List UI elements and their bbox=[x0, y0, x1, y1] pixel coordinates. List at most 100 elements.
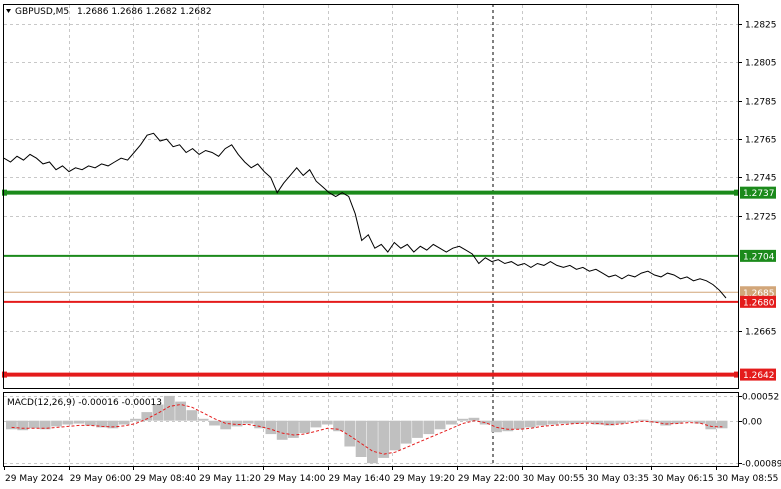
price-line bbox=[3, 132, 727, 299]
y-tick-label: 1.2725 bbox=[745, 213, 777, 223]
level-handle bbox=[734, 371, 739, 378]
macd-bar bbox=[536, 420, 547, 426]
x-tick-label: 29 May 19:20 bbox=[393, 474, 455, 484]
macd-bar bbox=[446, 420, 457, 425]
macd-y-tick-label: -0.00089 bbox=[742, 460, 781, 470]
macd-bar bbox=[51, 420, 62, 427]
macd-bar bbox=[513, 420, 525, 430]
macd-bar bbox=[73, 420, 85, 424]
macd-bar bbox=[186, 410, 198, 421]
level-handle bbox=[2, 371, 7, 378]
level-label-bg bbox=[740, 295, 776, 308]
macd-bar bbox=[209, 420, 220, 426]
macd-bar bbox=[130, 418, 141, 421]
macd-bar bbox=[367, 420, 378, 464]
macd-bar bbox=[96, 420, 108, 428]
macd-bar bbox=[242, 420, 254, 424]
macd-panel-frame bbox=[3, 392, 739, 467]
macd-bar bbox=[581, 420, 593, 423]
macd-bar bbox=[570, 420, 581, 424]
price-series bbox=[3, 132, 727, 299]
x-tick-label: 29 May 14:00 bbox=[264, 474, 326, 484]
x-tick-label: 30 May 08:55 bbox=[717, 474, 779, 484]
macd-bar bbox=[457, 418, 469, 421]
symbol-label: GBPUSD,M5 bbox=[15, 7, 69, 17]
macd-bar bbox=[276, 420, 288, 440]
x-tick-label: 29 May 22:00 bbox=[458, 474, 520, 484]
macd-bar bbox=[389, 420, 401, 451]
macd-bar bbox=[468, 417, 480, 421]
x-tick-label: 29 May 16:40 bbox=[329, 474, 391, 484]
macd-bar bbox=[649, 420, 660, 423]
level-handle bbox=[734, 189, 739, 196]
macd-bar bbox=[378, 420, 390, 458]
macd-bar bbox=[491, 420, 502, 433]
y-axis-ticks: 1.2825 1.2805 1.2785 1.2765 1.2745 1.2725 1.26… bbox=[738, 21, 777, 338]
x-tick-label: 29 May 11:20 bbox=[199, 474, 261, 484]
macd-bar bbox=[175, 401, 186, 421]
macd-bar bbox=[107, 420, 119, 429]
macd-bar bbox=[400, 420, 412, 444]
level-label: 1.2704 bbox=[743, 252, 775, 262]
macd-bar bbox=[344, 420, 356, 447]
macd-bar bbox=[423, 420, 435, 435]
x-axis-ticks: 29 May 2024 29 May 06:00 29 May 08:40 29 Ma… bbox=[4, 466, 779, 484]
x-tick-label: 29 May 06:00 bbox=[70, 474, 132, 484]
macd-title: MACD(12,26,9) -0.00016 -0.00013 bbox=[7, 398, 162, 408]
level-label: 1.2680 bbox=[743, 298, 775, 308]
macd-bar bbox=[705, 420, 717, 430]
dropdown-triangle-icon[interactable] bbox=[6, 9, 11, 13]
y-tick-label: 1.2785 bbox=[745, 98, 777, 108]
macd-bar bbox=[288, 420, 299, 438]
macd-bar bbox=[163, 395, 175, 421]
macd-bar bbox=[6, 420, 17, 430]
macd-bar bbox=[310, 420, 322, 428]
macd-bar bbox=[299, 420, 311, 434]
macd-y-tick-label: 0.00052 bbox=[742, 393, 779, 403]
x-tick-label: 30 May 03:35 bbox=[587, 474, 649, 484]
macd-bar bbox=[220, 420, 232, 430]
macd-bar bbox=[39, 420, 51, 430]
x-tick-label: 30 May 00:55 bbox=[523, 474, 585, 484]
y-tick-label: 1.2745 bbox=[745, 174, 777, 184]
macd-bar bbox=[152, 404, 164, 421]
macd-bar bbox=[197, 418, 209, 421]
macd-bar bbox=[412, 420, 423, 438]
ohlc-values: 1.2686 1.2686 1.2682 1.2682 bbox=[77, 7, 212, 17]
macd-bar bbox=[592, 420, 604, 425]
y-tick-label: 1.2825 bbox=[745, 21, 777, 31]
level-label-bg bbox=[740, 186, 776, 199]
x-tick-label: 29 May 2024 bbox=[5, 474, 64, 484]
macd-bar bbox=[637, 419, 649, 421]
y-tick-label: 1.2805 bbox=[745, 59, 777, 69]
macd-bar bbox=[615, 420, 626, 424]
main-grid bbox=[4, 5, 738, 388]
macd-bar bbox=[502, 420, 514, 432]
macd-bar bbox=[85, 420, 96, 426]
level-label: 1.2737 bbox=[743, 189, 775, 199]
levels bbox=[2, 189, 739, 378]
x-tick-label: 29 May 08:40 bbox=[134, 474, 196, 484]
macd-bar bbox=[682, 420, 694, 422]
signal-line bbox=[11, 403, 723, 455]
level-label-bg bbox=[740, 368, 776, 381]
macd-signal bbox=[11, 403, 723, 455]
y-tick-label: 1.2765 bbox=[745, 136, 777, 146]
macd-y-axis-ticks: 0.00052 0.00 -0.00089 bbox=[738, 393, 781, 470]
macd-bar bbox=[355, 420, 367, 457]
macd-bar bbox=[321, 420, 333, 425]
macd-bar bbox=[603, 420, 615, 426]
macd-bar bbox=[558, 420, 570, 424]
macd-bar bbox=[333, 420, 344, 432]
macd-bar bbox=[671, 420, 683, 424]
macd-bar bbox=[547, 420, 559, 425]
macd-bar bbox=[231, 420, 243, 427]
macd-bar bbox=[265, 420, 277, 435]
macd-bar bbox=[434, 420, 446, 430]
macd-bar bbox=[660, 420, 672, 426]
y-tick-label: 1.2665 bbox=[745, 328, 777, 338]
macd-bar bbox=[716, 420, 728, 429]
macd-bar bbox=[626, 420, 638, 422]
